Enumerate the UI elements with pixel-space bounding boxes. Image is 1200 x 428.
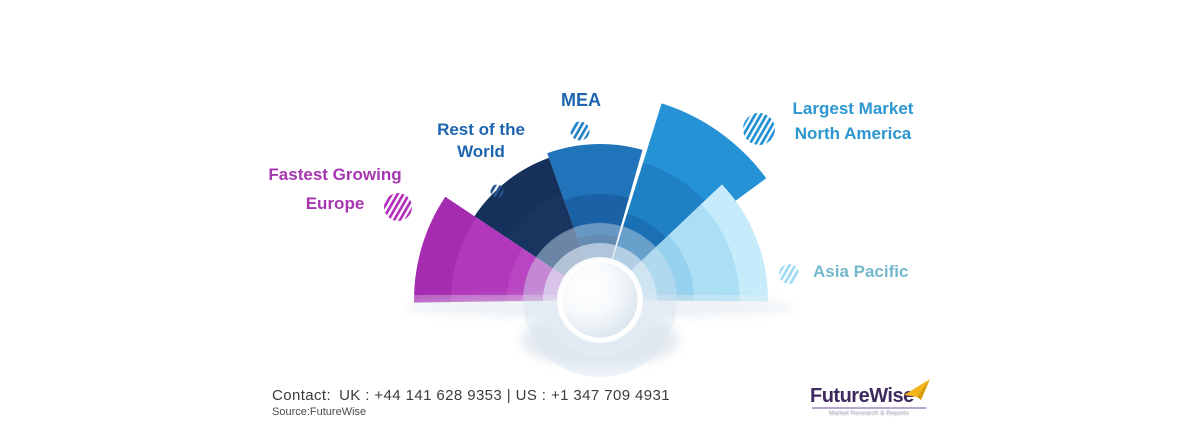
label-north-america: Largest Market North America <box>783 96 923 146</box>
label-na-role: Largest Market <box>792 99 914 118</box>
legend-dots <box>384 113 799 284</box>
label-row-line1: Rest of the <box>437 120 525 139</box>
hub-sphere <box>559 259 641 341</box>
label-mea-line1: MEA <box>561 90 601 110</box>
source-line: Source:FutureWise <box>272 406 367 418</box>
label-europe-role: Fastest Growing <box>268 165 402 184</box>
contact-line: Contact: UK : +44 141 628 9353 | US : +1 … <box>272 387 670 404</box>
label-ap-line1: Asia Pacific <box>813 262 909 281</box>
logo-tagline: Market Research & Reports <box>828 410 910 417</box>
contact-phones: UK : +44 141 628 9353 | US : +1 347 709 … <box>339 387 670 404</box>
legend-dot-mea <box>570 121 590 141</box>
legend-dot-north-america <box>743 113 775 145</box>
futurewise-logo: FutureWise Market Research & Reports <box>810 379 930 417</box>
label-europe: Fastest Growing Europe <box>250 164 420 214</box>
logo-name: FutureWise <box>810 385 914 407</box>
label-na-region: North America <box>794 124 912 143</box>
label-mea: MEA <box>536 90 626 111</box>
label-asia-pacific: Asia Pacific <box>813 262 933 282</box>
logo-divider <box>812 407 926 409</box>
label-rest-of-world: Rest of the World <box>421 119 541 163</box>
label-row-line2: World <box>457 142 505 161</box>
legend-dot-asia-pacific <box>779 264 799 284</box>
label-europe-region: Europe <box>305 194 365 213</box>
paper-plane-icon <box>904 379 930 400</box>
contact-label: Contact: <box>272 387 332 404</box>
hub <box>523 223 677 377</box>
legend-dot-rest-of-world <box>490 184 504 198</box>
legend-dot-europe <box>384 193 412 221</box>
sector-north-america <box>600 103 767 301</box>
sector-mea <box>547 143 643 300</box>
